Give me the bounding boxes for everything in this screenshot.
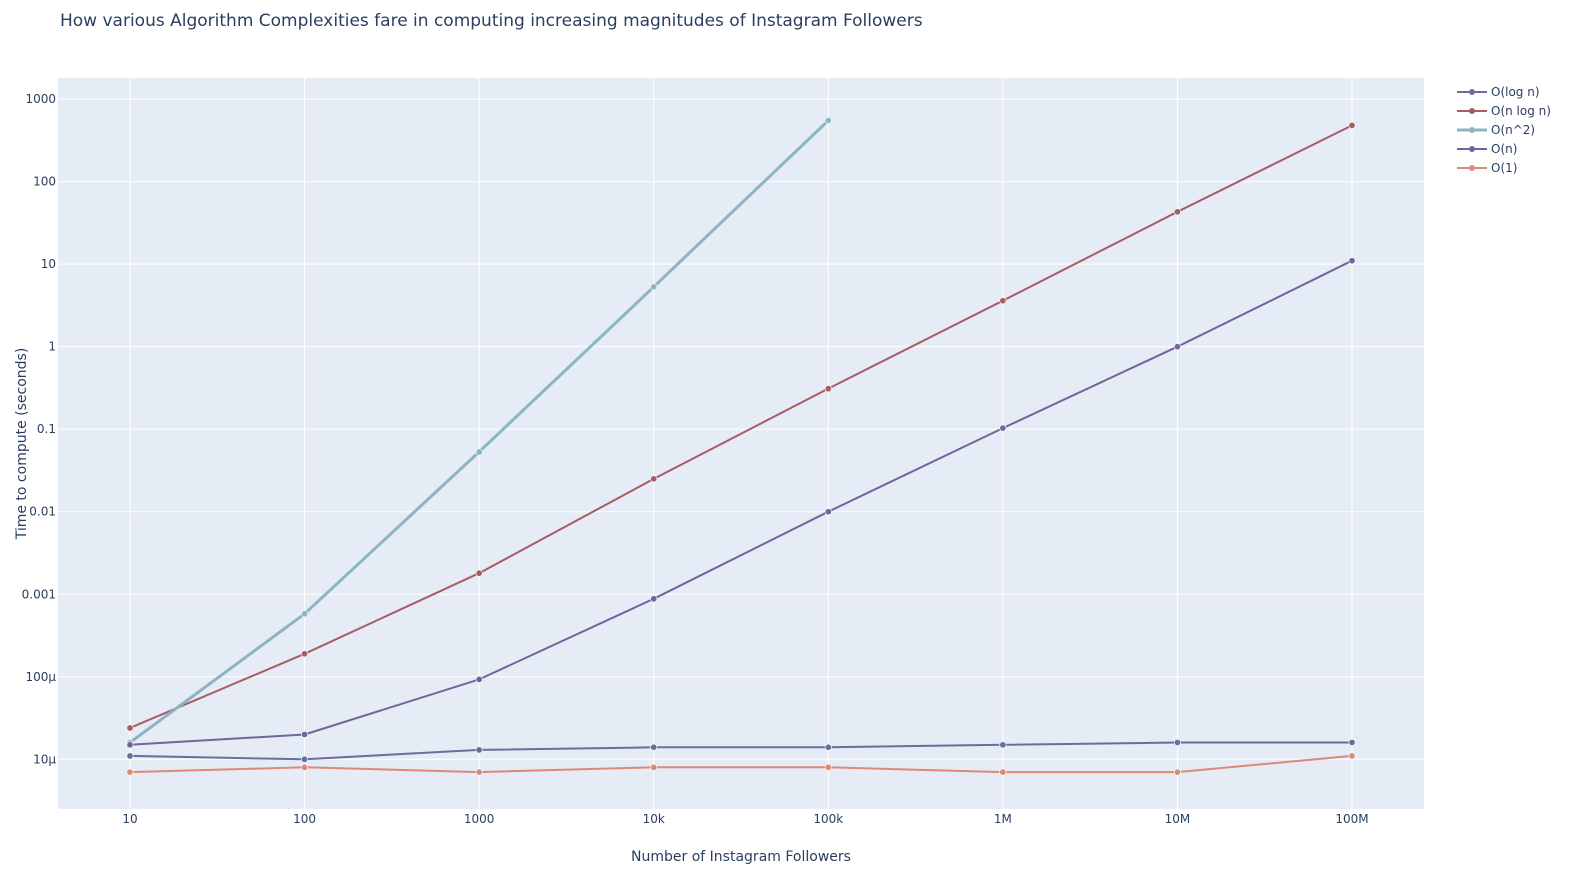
data-point[interactable] bbox=[301, 763, 309, 771]
series-o-n bbox=[126, 257, 1356, 749]
legend-item-o-n-2[interactable]: O(n^2) bbox=[1457, 123, 1535, 137]
data-point[interactable] bbox=[301, 755, 309, 763]
y-tick-label: 10µ bbox=[33, 752, 56, 766]
data-point[interactable] bbox=[301, 650, 309, 658]
y-tick-label: 0.01 bbox=[29, 505, 56, 519]
data-point[interactable] bbox=[1173, 208, 1181, 216]
data-point[interactable] bbox=[475, 569, 483, 577]
data-point[interactable] bbox=[650, 475, 658, 483]
data-point[interactable] bbox=[824, 763, 832, 771]
x-tick-label: 10M bbox=[1165, 812, 1191, 826]
y-tick-label: 100µ bbox=[25, 670, 56, 684]
data-point[interactable] bbox=[999, 768, 1007, 776]
data-point[interactable] bbox=[475, 746, 483, 754]
data-point[interactable] bbox=[126, 741, 134, 749]
y-tick-label: 1 bbox=[48, 340, 56, 354]
legend-marker bbox=[1469, 146, 1475, 152]
data-point[interactable] bbox=[1173, 768, 1181, 776]
legend-label: O(1) bbox=[1491, 161, 1517, 175]
data-point[interactable] bbox=[475, 675, 483, 683]
data-point[interactable] bbox=[1173, 738, 1181, 746]
grid-lines bbox=[58, 78, 1424, 809]
data-point[interactable] bbox=[650, 283, 658, 291]
data-point[interactable] bbox=[1173, 343, 1181, 351]
data-point[interactable] bbox=[475, 768, 483, 776]
legend-marker bbox=[1469, 108, 1475, 114]
y-tick-label: 1000 bbox=[25, 92, 56, 106]
series-o-1 bbox=[126, 752, 1356, 776]
legend-item-o-1[interactable]: O(1) bbox=[1457, 161, 1517, 175]
y-tick-label: 0.001 bbox=[22, 587, 56, 601]
legend-label: O(log n) bbox=[1491, 85, 1540, 99]
data-point[interactable] bbox=[999, 741, 1007, 749]
data-point[interactable] bbox=[301, 610, 309, 618]
data-point[interactable] bbox=[824, 743, 832, 751]
x-tick-label: 10 bbox=[122, 812, 137, 826]
data-point[interactable] bbox=[126, 724, 134, 732]
legend-item-o-n[interactable]: O(n) bbox=[1457, 142, 1517, 156]
x-axis-title: Number of Instagram Followers bbox=[631, 849, 851, 865]
legend-item-o-log-n[interactable]: O(log n) bbox=[1457, 85, 1540, 99]
x-tick-label: 1M bbox=[994, 812, 1012, 826]
x-tick-label: 100M bbox=[1335, 812, 1368, 826]
series-line bbox=[129, 754, 1353, 774]
series-line bbox=[129, 741, 1352, 761]
data-point[interactable] bbox=[650, 595, 658, 603]
series-o-n-log-n bbox=[126, 121, 1356, 732]
legend-marker bbox=[1469, 127, 1475, 133]
legend-marker bbox=[1469, 165, 1475, 171]
x-tick-label: 100k bbox=[813, 812, 843, 826]
data-point[interactable] bbox=[1348, 257, 1356, 265]
data-point[interactable] bbox=[650, 763, 658, 771]
y-tick-label: 0.1 bbox=[37, 422, 56, 436]
data-point[interactable] bbox=[475, 448, 483, 456]
data-point[interactable] bbox=[650, 743, 658, 751]
plot-area bbox=[58, 78, 1424, 809]
x-tick-label: 1000 bbox=[464, 812, 495, 826]
legend-label: O(n log n) bbox=[1491, 104, 1551, 118]
data-point[interactable] bbox=[301, 730, 309, 738]
data-point[interactable] bbox=[824, 385, 832, 393]
legend-label: O(n^2) bbox=[1491, 123, 1535, 137]
data-point[interactable] bbox=[1348, 738, 1356, 746]
x-tick-label: 100 bbox=[293, 812, 316, 826]
y-tick-label: 100 bbox=[33, 175, 56, 189]
chart-title: How various Algorithm Complexities fare … bbox=[60, 11, 923, 31]
data-point[interactable] bbox=[824, 508, 832, 516]
series-line bbox=[129, 259, 1353, 746]
legend[interactable]: O(log n) O(n log n) O(n^2) O(n) O(1) bbox=[1457, 85, 1551, 175]
series-o-log-n bbox=[126, 738, 1356, 763]
data-point[interactable] bbox=[999, 424, 1007, 432]
series-line bbox=[129, 124, 1353, 729]
data-point[interactable] bbox=[824, 116, 832, 124]
legend-item-o-n-log-n[interactable]: O(n log n) bbox=[1457, 104, 1551, 118]
data-point[interactable] bbox=[999, 297, 1007, 305]
y-tick-label: 10 bbox=[41, 257, 56, 271]
data-point[interactable] bbox=[126, 768, 134, 776]
x-tick-label: 10k bbox=[643, 812, 665, 826]
legend-marker bbox=[1469, 89, 1475, 95]
data-point[interactable] bbox=[1348, 752, 1356, 760]
y-axis-ticks: 10µ 100µ 0.001 0.01 0.1 1 10 100 1000 bbox=[22, 92, 57, 766]
data-point[interactable] bbox=[126, 752, 134, 760]
x-axis-ticks: 10 100 1000 10k 100k 1M 10M 100M bbox=[122, 812, 1368, 826]
data-point[interactable] bbox=[1348, 121, 1356, 129]
legend-label: O(n) bbox=[1491, 142, 1517, 156]
series-layer bbox=[126, 116, 1356, 776]
y-axis-title: Time to compute (seconds) bbox=[14, 348, 30, 541]
